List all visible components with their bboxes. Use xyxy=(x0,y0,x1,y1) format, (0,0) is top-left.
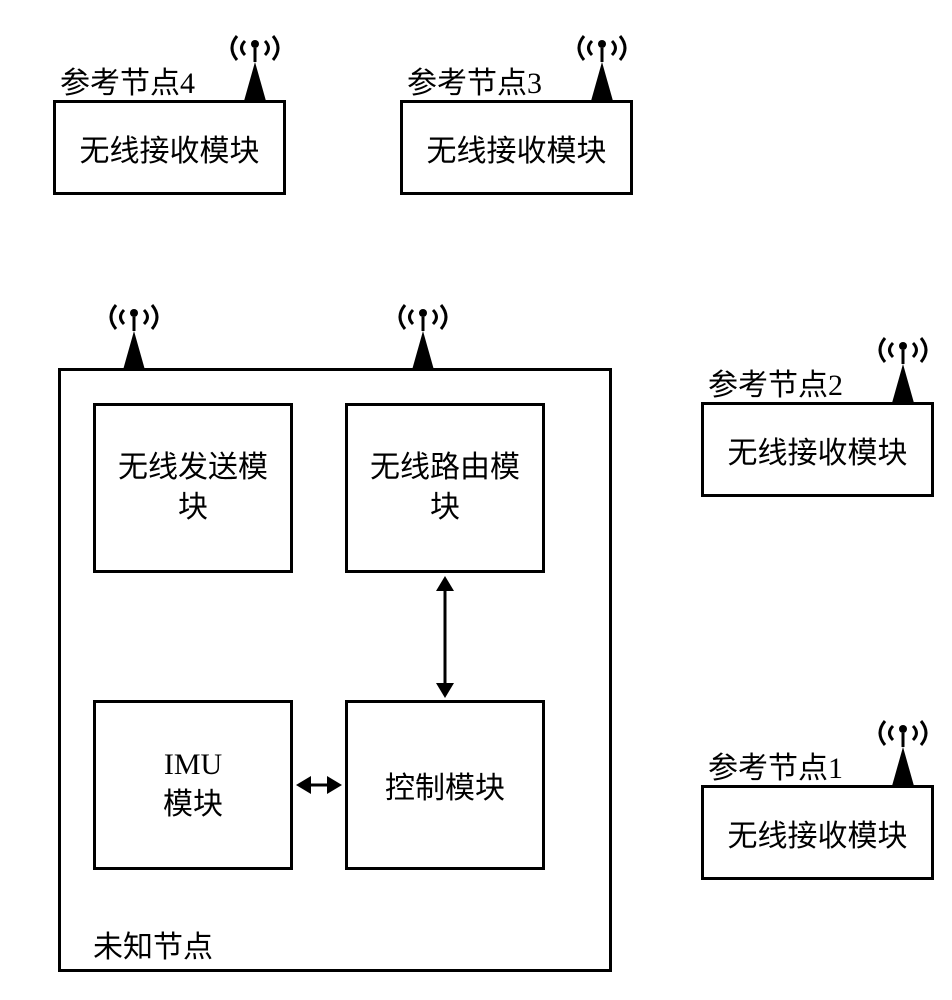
box-label-router: 无线路由模 块 xyxy=(370,448,520,529)
antenna-ref4 xyxy=(225,17,285,102)
box-label-ref3: 无线接收模块 xyxy=(427,126,607,170)
arrow-imu-ctrl xyxy=(296,772,342,798)
box-label-ref2: 无线接收模块 xyxy=(728,428,908,472)
antenna-unknown-tx xyxy=(104,286,164,371)
caption-ref2: 参考节点2 xyxy=(708,360,843,404)
box-label-imu: IMU 模块 xyxy=(163,745,223,826)
box-tx: 无线发送模 块 xyxy=(93,403,293,573)
antenna-ref2 xyxy=(873,319,933,404)
box-label-tx: 无线发送模 块 xyxy=(118,448,268,529)
antenna-ref3 xyxy=(572,17,632,102)
caption-unknown: 未知节点 xyxy=(93,922,213,966)
box-label-ref1: 无线接收模块 xyxy=(728,811,908,855)
box-ref3: 无线接收模块 xyxy=(400,100,633,195)
antenna-ref1 xyxy=(873,702,933,787)
caption-ref4: 参考节点4 xyxy=(60,58,195,102)
box-ctrl: 控制模块 xyxy=(345,700,545,870)
box-label-ctrl: 控制模块 xyxy=(385,763,505,807)
box-imu: IMU 模块 xyxy=(93,700,293,870)
arrow-router-ctrl xyxy=(432,576,458,698)
box-router: 无线路由模 块 xyxy=(345,403,545,573)
box-ref4: 无线接收模块 xyxy=(53,100,286,195)
box-ref1: 无线接收模块 xyxy=(701,785,934,880)
box-label-ref4: 无线接收模块 xyxy=(80,126,260,170)
caption-ref1: 参考节点1 xyxy=(708,743,843,787)
box-ref2: 无线接收模块 xyxy=(701,402,934,497)
antenna-unknown-router xyxy=(393,286,453,371)
caption-ref3: 参考节点3 xyxy=(407,58,542,102)
